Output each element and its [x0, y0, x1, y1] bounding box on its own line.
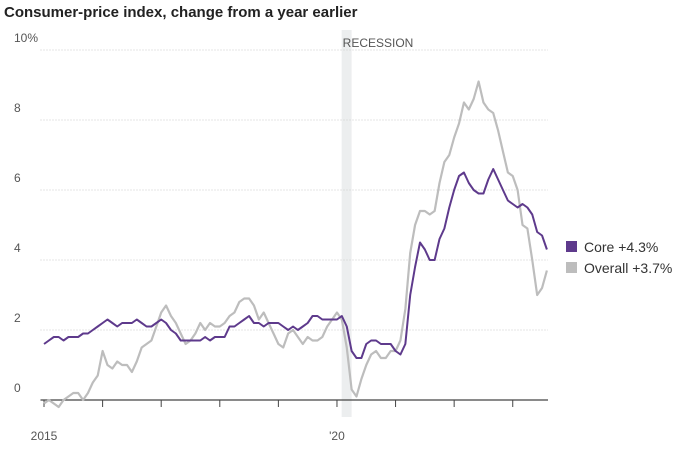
y-tick-label: 8 [14, 101, 21, 115]
recession-label: RECESSION [343, 36, 414, 50]
legend-swatch [566, 262, 577, 273]
x-tick-label: '20 [329, 429, 345, 443]
x-tick-label: 2015 [31, 429, 58, 443]
legend-label: Core +4.3% [584, 239, 658, 255]
y-tick-label: 2 [14, 311, 21, 325]
series-line [43, 168, 548, 359]
chart-title: Consumer-price index, change from a year… [4, 4, 358, 21]
series-line [43, 80, 548, 409]
legend-swatch [566, 241, 577, 252]
y-tick-label: 4 [14, 241, 21, 255]
y-tick-label: 10% [14, 31, 38, 45]
y-tick-label: 0 [14, 381, 21, 395]
legend-label: Overall +3.7% [584, 260, 672, 276]
y-tick-label: 6 [14, 171, 21, 185]
recession-band [341, 30, 352, 417]
